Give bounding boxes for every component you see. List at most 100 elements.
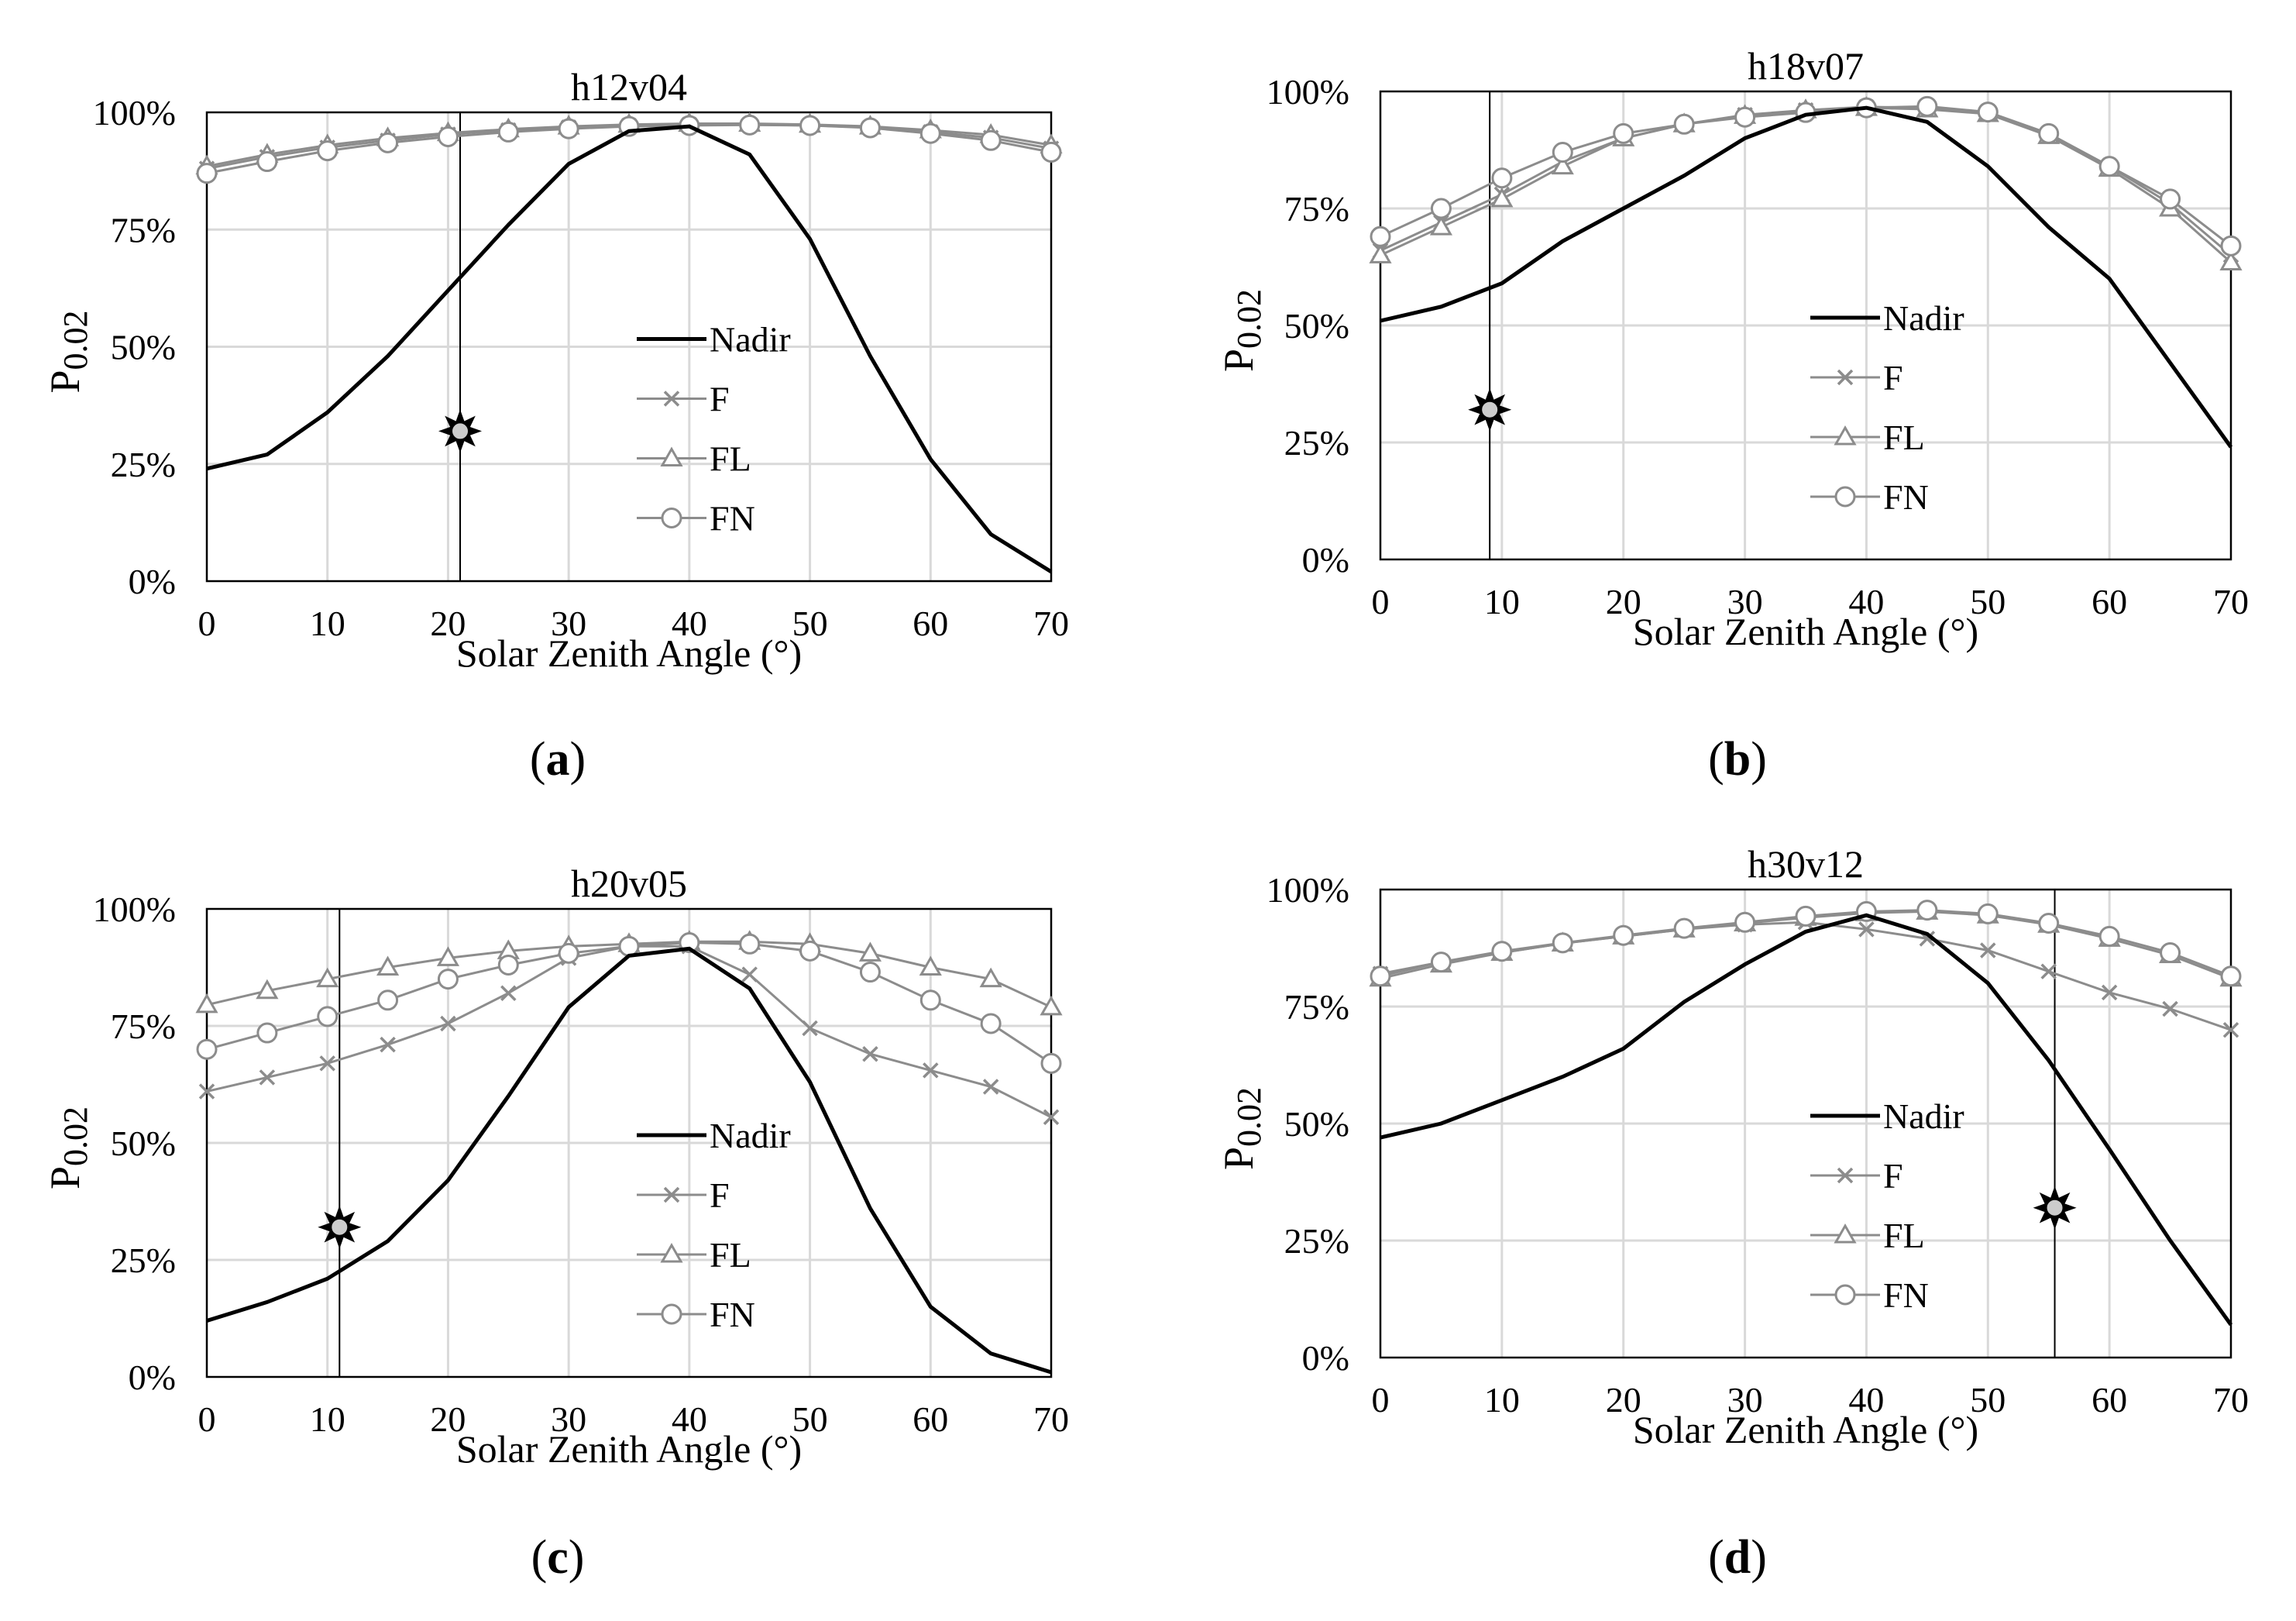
y-axis-label-sub: 0.02 [1230, 1087, 1268, 1147]
legend-marker-fn [661, 1303, 682, 1325]
y-tick-label: 0% [129, 562, 176, 601]
x-tick-label: 50 [1970, 1380, 2006, 1420]
y-axis-label: P0.02 [1215, 289, 1268, 372]
data-point-f [923, 1062, 939, 1079]
data-point-fn [1491, 941, 1513, 962]
x-axis-label: Solar Zenith Angle (°) [1633, 610, 1978, 653]
y-axis-label: P0.02 [1215, 1087, 1268, 1170]
x-stroke-b [1837, 369, 1854, 386]
data-point-fl [195, 993, 218, 1014]
legend-label-f: F [1883, 1156, 1903, 1196]
y-tick-label: 100% [1267, 870, 1349, 910]
legend-marker-fn [1834, 486, 1856, 508]
x-tick-label: 60 [2091, 582, 2127, 621]
y-axis-label-main: P [1215, 1147, 1262, 1170]
y-axis-label-sub: 0.02 [57, 310, 95, 370]
x-tick-label: 30 [1727, 582, 1763, 621]
data-point-f [500, 985, 517, 1001]
data-point-fn [377, 132, 399, 153]
x-stroke-b [663, 391, 680, 407]
x-tick-label: 40 [1848, 582, 1884, 621]
legend-marker-f [663, 391, 680, 407]
data-point-fl [858, 941, 882, 962]
y-tick-label: 50% [1284, 1104, 1349, 1144]
data-point-fl [256, 979, 279, 1000]
sun-icon-center [330, 1217, 349, 1237]
x-stroke-b [802, 1020, 818, 1037]
x-tick-label: 30 [551, 604, 586, 643]
y-tick-label: 0% [129, 1358, 176, 1397]
sun-icon-center [1480, 400, 1500, 419]
data-point-fn [437, 969, 459, 990]
y-tick-label: 100% [93, 93, 176, 133]
x-tick-label: 20 [1606, 1380, 1641, 1420]
legend-label-nadir: Nadir [1883, 1096, 1964, 1136]
data-point-fn [1040, 141, 1062, 163]
legend-label-nadir: Nadir [710, 320, 791, 360]
legend-label-fl: FL [1883, 418, 1925, 457]
x-tick-label: 0 [198, 604, 216, 643]
data-point-fl [436, 946, 460, 966]
data-point-f [259, 1069, 276, 1086]
legend-marker-fl [1834, 425, 1857, 446]
data-point-fn [859, 117, 881, 139]
data-point-fn [2098, 156, 2120, 177]
data-point-fn [679, 931, 700, 953]
data-point-fn [2160, 188, 2181, 210]
data-point-f [802, 1020, 818, 1037]
x-axis-label: Solar Zenith Angle (°) [456, 1427, 802, 1471]
data-point-fn [317, 140, 339, 162]
legend-marker-fl [660, 1242, 683, 1263]
y-axis-label: P0.02 [42, 1106, 95, 1189]
x-stroke-b [440, 1015, 456, 1032]
data-point-fn [859, 962, 881, 983]
panel-label: (a) [530, 733, 586, 786]
data-point-f [862, 1046, 878, 1062]
x-tick-label: 30 [1727, 1380, 1763, 1420]
data-point-f [440, 1015, 456, 1032]
data-point-fn [1430, 952, 1452, 973]
data-point-f [1043, 1109, 1060, 1126]
data-point-fn [317, 1006, 339, 1027]
y-tick-label: 25% [111, 445, 176, 484]
x-stroke-b [259, 1069, 276, 1086]
x-stroke-b [1980, 942, 1996, 958]
data-point-f [319, 1055, 335, 1072]
x-tick-label: 10 [310, 604, 345, 643]
data-point-fn [1916, 95, 1938, 117]
data-point-fn [1552, 142, 1573, 163]
legend-label-fn: FN [1883, 1275, 1929, 1315]
legend-marker-f [663, 1186, 680, 1203]
y-tick-label: 50% [111, 328, 176, 367]
chart-panel-2: 0 10 20 30 40 50 60 70 0% 25% 50% 75% 100% h18v07 Sola… [1215, 44, 2249, 653]
data-point-fn [256, 1022, 278, 1044]
panel-label: (d) [1708, 1531, 1767, 1584]
x-axis-label: Solar Zenith Angle (°) [1633, 1408, 1978, 1451]
data-point-fn [2038, 122, 2060, 144]
plot-frame [205, 907, 1053, 1378]
x-tick-label: 60 [913, 1399, 948, 1439]
x-tick-label: 0 [1372, 1380, 1390, 1420]
data-point-fn [1552, 932, 1573, 954]
chart-title: h18v07 [1748, 44, 1864, 88]
data-point-fn [1734, 106, 1756, 128]
x-tick-label: 50 [792, 1399, 828, 1439]
x-tick-label: 20 [430, 1399, 466, 1439]
x-tick-label: 40 [672, 604, 707, 643]
x-tick-label: 20 [430, 604, 466, 643]
data-point-f [741, 966, 758, 983]
data-point-fn [919, 122, 941, 144]
chart-panel-1: 0 10 20 30 40 50 60 70 0% 25% 50% 75% 100% h12v04 Sola… [42, 65, 1069, 675]
data-point-fn [1370, 225, 1391, 247]
x-stroke-b [2162, 1000, 2178, 1017]
legend-label-fl: FL [710, 439, 751, 479]
legend-marker-fn [661, 508, 682, 528]
x-stroke-b [1837, 1167, 1854, 1184]
data-point-fl [1551, 154, 1574, 175]
x-stroke-b [982, 1079, 999, 1095]
data-point-fn [2038, 912, 2060, 934]
data-point-fn [799, 940, 821, 962]
x-tick-label: 70 [2213, 582, 2249, 621]
y-axis-label-sub: 0.02 [57, 1106, 95, 1166]
